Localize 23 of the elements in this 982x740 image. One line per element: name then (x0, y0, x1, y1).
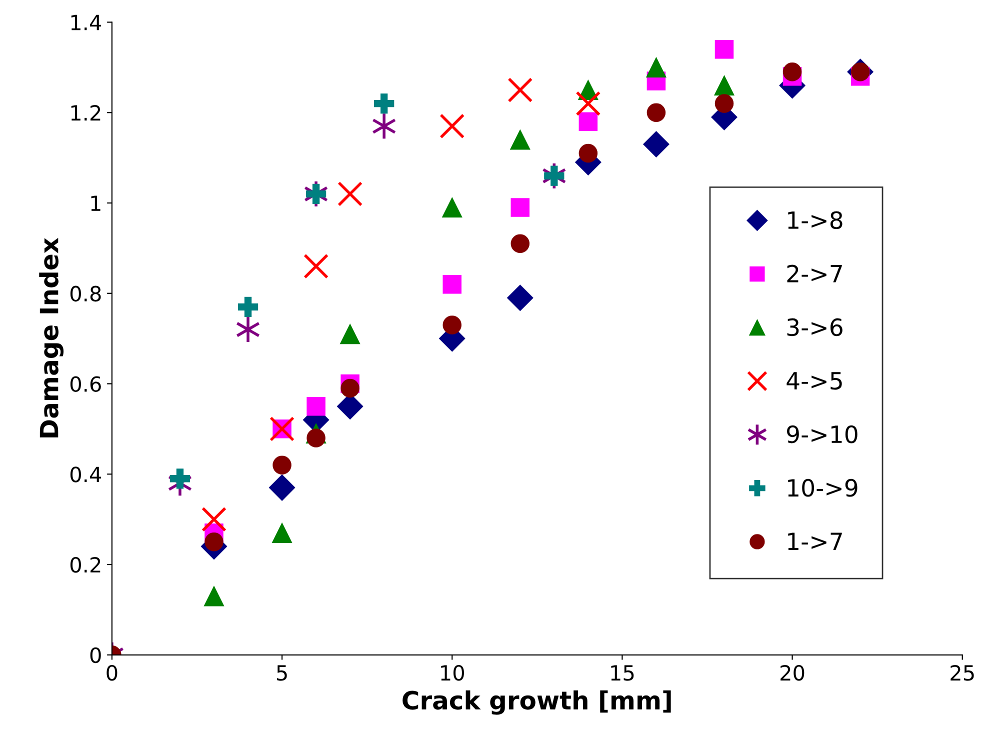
x-tick-label: 20 (780, 664, 804, 681)
x-tick-label: 0 (106, 664, 118, 681)
x-axis-title: Crack growth [mm] (402, 690, 671, 715)
legend-label: 1->8 (788, 211, 842, 230)
x-tick-label: 25 (950, 664, 974, 681)
legend-label: 2->7 (787, 264, 842, 282)
y-tick-label: 1 (91, 196, 100, 211)
legend-label: 4->5 (786, 372, 842, 390)
x-tick-label: 10 (441, 664, 464, 681)
x-tick-label: 15 (611, 665, 634, 681)
y-tick-label: 0.4 (70, 466, 102, 482)
y-tick-label: 0.6 (70, 376, 101, 392)
x-tick-label: 5 (277, 665, 287, 681)
legend-label: 1->7 (788, 532, 842, 550)
y-tick-label: 0.2 (70, 556, 100, 573)
y-tick-label: 0 (90, 647, 101, 664)
legend-label: 3->6 (787, 318, 842, 336)
legend-label: 9->10 (787, 425, 858, 444)
y-tick-label: 1.4 (71, 14, 102, 30)
legend-label: 10->9 (788, 478, 858, 497)
y-axis-title: Damage Index (39, 238, 64, 438)
y-tick-label: 1.2 (71, 105, 100, 120)
y-tick-label: 0.8 (70, 286, 101, 302)
